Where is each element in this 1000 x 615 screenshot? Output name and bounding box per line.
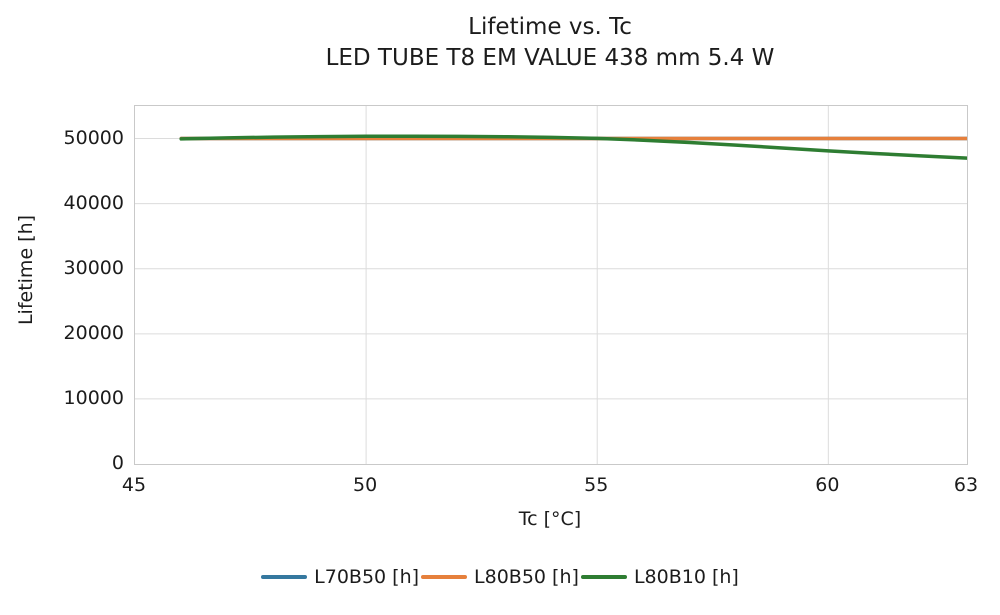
x-axis-label: Tc [°C]: [518, 508, 582, 530]
y-tick-10000: 10000: [63, 386, 124, 409]
legend: L70B50 [h] L80B50 [h] L80B10 [h]: [0, 566, 1000, 588]
chart-title: Lifetime vs. Tc LED TUBE T8 EM VALUE 438…: [134, 12, 966, 74]
series-line-l80b10: [179, 134, 967, 160]
legend-label: L80B50 [h]: [474, 566, 579, 588]
y-tick-30000: 30000: [63, 256, 124, 279]
chart-title-line2: LED TUBE T8 EM VALUE 438 mm 5.4 W: [325, 45, 775, 71]
legend-label: L80B10 [h]: [633, 566, 739, 588]
x-tick-45: 45: [121, 474, 147, 496]
legend-line-swatch-icon: [421, 575, 468, 579]
x-tick-60: 60: [815, 474, 840, 496]
y-tick-20000: 20000: [63, 321, 124, 344]
legend-line-swatch-icon: [580, 575, 627, 579]
y-tick-0: 0: [111, 452, 124, 474]
legend-item-l80b50: L80B50 [h]: [421, 566, 579, 588]
legend-item-l70b50: L70B50 [h]: [261, 566, 419, 588]
chart-title-line1: Lifetime vs. Tc: [468, 14, 632, 40]
y-tick-50000: 50000: [63, 126, 124, 149]
y-axis-label-text: Lifetime [h]: [15, 214, 37, 326]
y-tick-40000: 40000: [63, 191, 124, 214]
x-tick-63: 63: [953, 474, 979, 496]
legend-item-l80b10: L80B10 [h]: [580, 566, 739, 588]
legend-line-swatch-icon: [261, 575, 308, 579]
plot-area: [134, 105, 968, 465]
x-tick-50: 50: [353, 474, 378, 496]
chart-canvas: [135, 106, 967, 464]
x-tick-55: 55: [584, 474, 609, 496]
legend-label: L70B50 [h]: [314, 566, 420, 588]
